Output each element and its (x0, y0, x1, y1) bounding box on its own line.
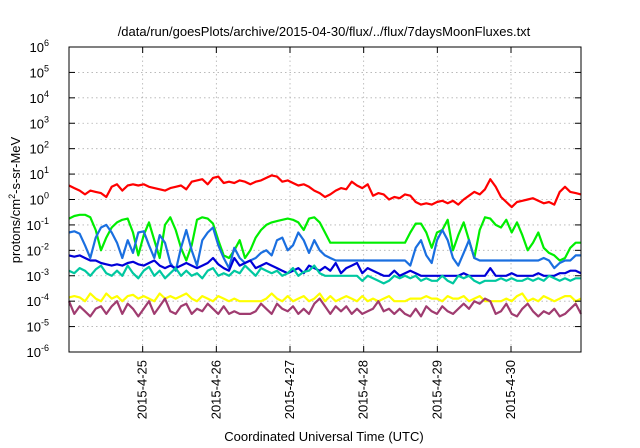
x-tick-label: 2015-4-25 (135, 360, 150, 419)
y-axis-label: protons/cm2-s-sr-MeV (7, 136, 23, 263)
x-tick-label: 2015-4-28 (356, 360, 371, 419)
x-tick-label: 2015-4-26 (208, 360, 223, 419)
y-tick-label: 102 (30, 140, 49, 157)
series-layer (67, 174, 582, 318)
y-tick-label: 10-6 (27, 343, 49, 360)
y-tick-label: 105 (30, 63, 49, 80)
y-tick-label: 10-1 (27, 216, 49, 233)
series-line-4 (68, 254, 582, 277)
series-line-7 (67, 297, 582, 318)
x-tick-label: 2015-4-27 (282, 360, 297, 419)
series-line-3 (68, 223, 581, 272)
series-line-2 (68, 213, 581, 262)
y-tick-label: 10-4 (27, 292, 49, 309)
y-tick-label: 104 (30, 89, 49, 106)
y-tick-label: 10-3 (27, 267, 49, 284)
y-tick-label: 10-5 (27, 318, 49, 335)
chart-title: /data/run/goesPlots/archive/2015-04-30/f… (118, 24, 531, 39)
series-line-5 (68, 264, 581, 285)
y-tick-label: 103 (30, 114, 49, 131)
series-line-6 (68, 292, 582, 303)
y-tick-label: 10-2 (27, 241, 49, 258)
y-axis: 10-6 10-5 10-4 10-3 10-2 10-1 100 101 102 103 104 1… (27, 38, 581, 360)
x-axis-label: Coordinated Universal Time (UTC) (224, 429, 423, 444)
y-tick-label: 100 (30, 191, 49, 208)
y-tick-label: 101 (30, 165, 49, 182)
series-line-1 (68, 174, 582, 209)
gridlines (69, 47, 581, 352)
x-tick-label: 2015-4-30 (503, 360, 518, 419)
y-tick-label: 106 (30, 38, 49, 55)
x-tick-label: 2015-4-29 (429, 360, 444, 419)
x-axis: 2015-4-25 2015-4-26 2015-4-27 2015-4-28 2015… (135, 47, 518, 419)
